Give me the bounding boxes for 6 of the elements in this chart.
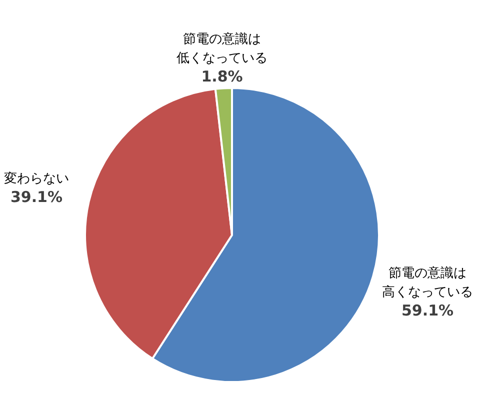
- data-label: 1.8%: [201, 67, 243, 86]
- slice-label: 節電の意識は高くなっている: [382, 266, 474, 300]
- data-label: 59.1%: [401, 301, 454, 320]
- slice-label: 変わらない: [4, 170, 69, 186]
- slice-label: 節電の意識は低くなっている: [176, 32, 268, 66]
- data-label: 39.1%: [10, 188, 63, 206]
